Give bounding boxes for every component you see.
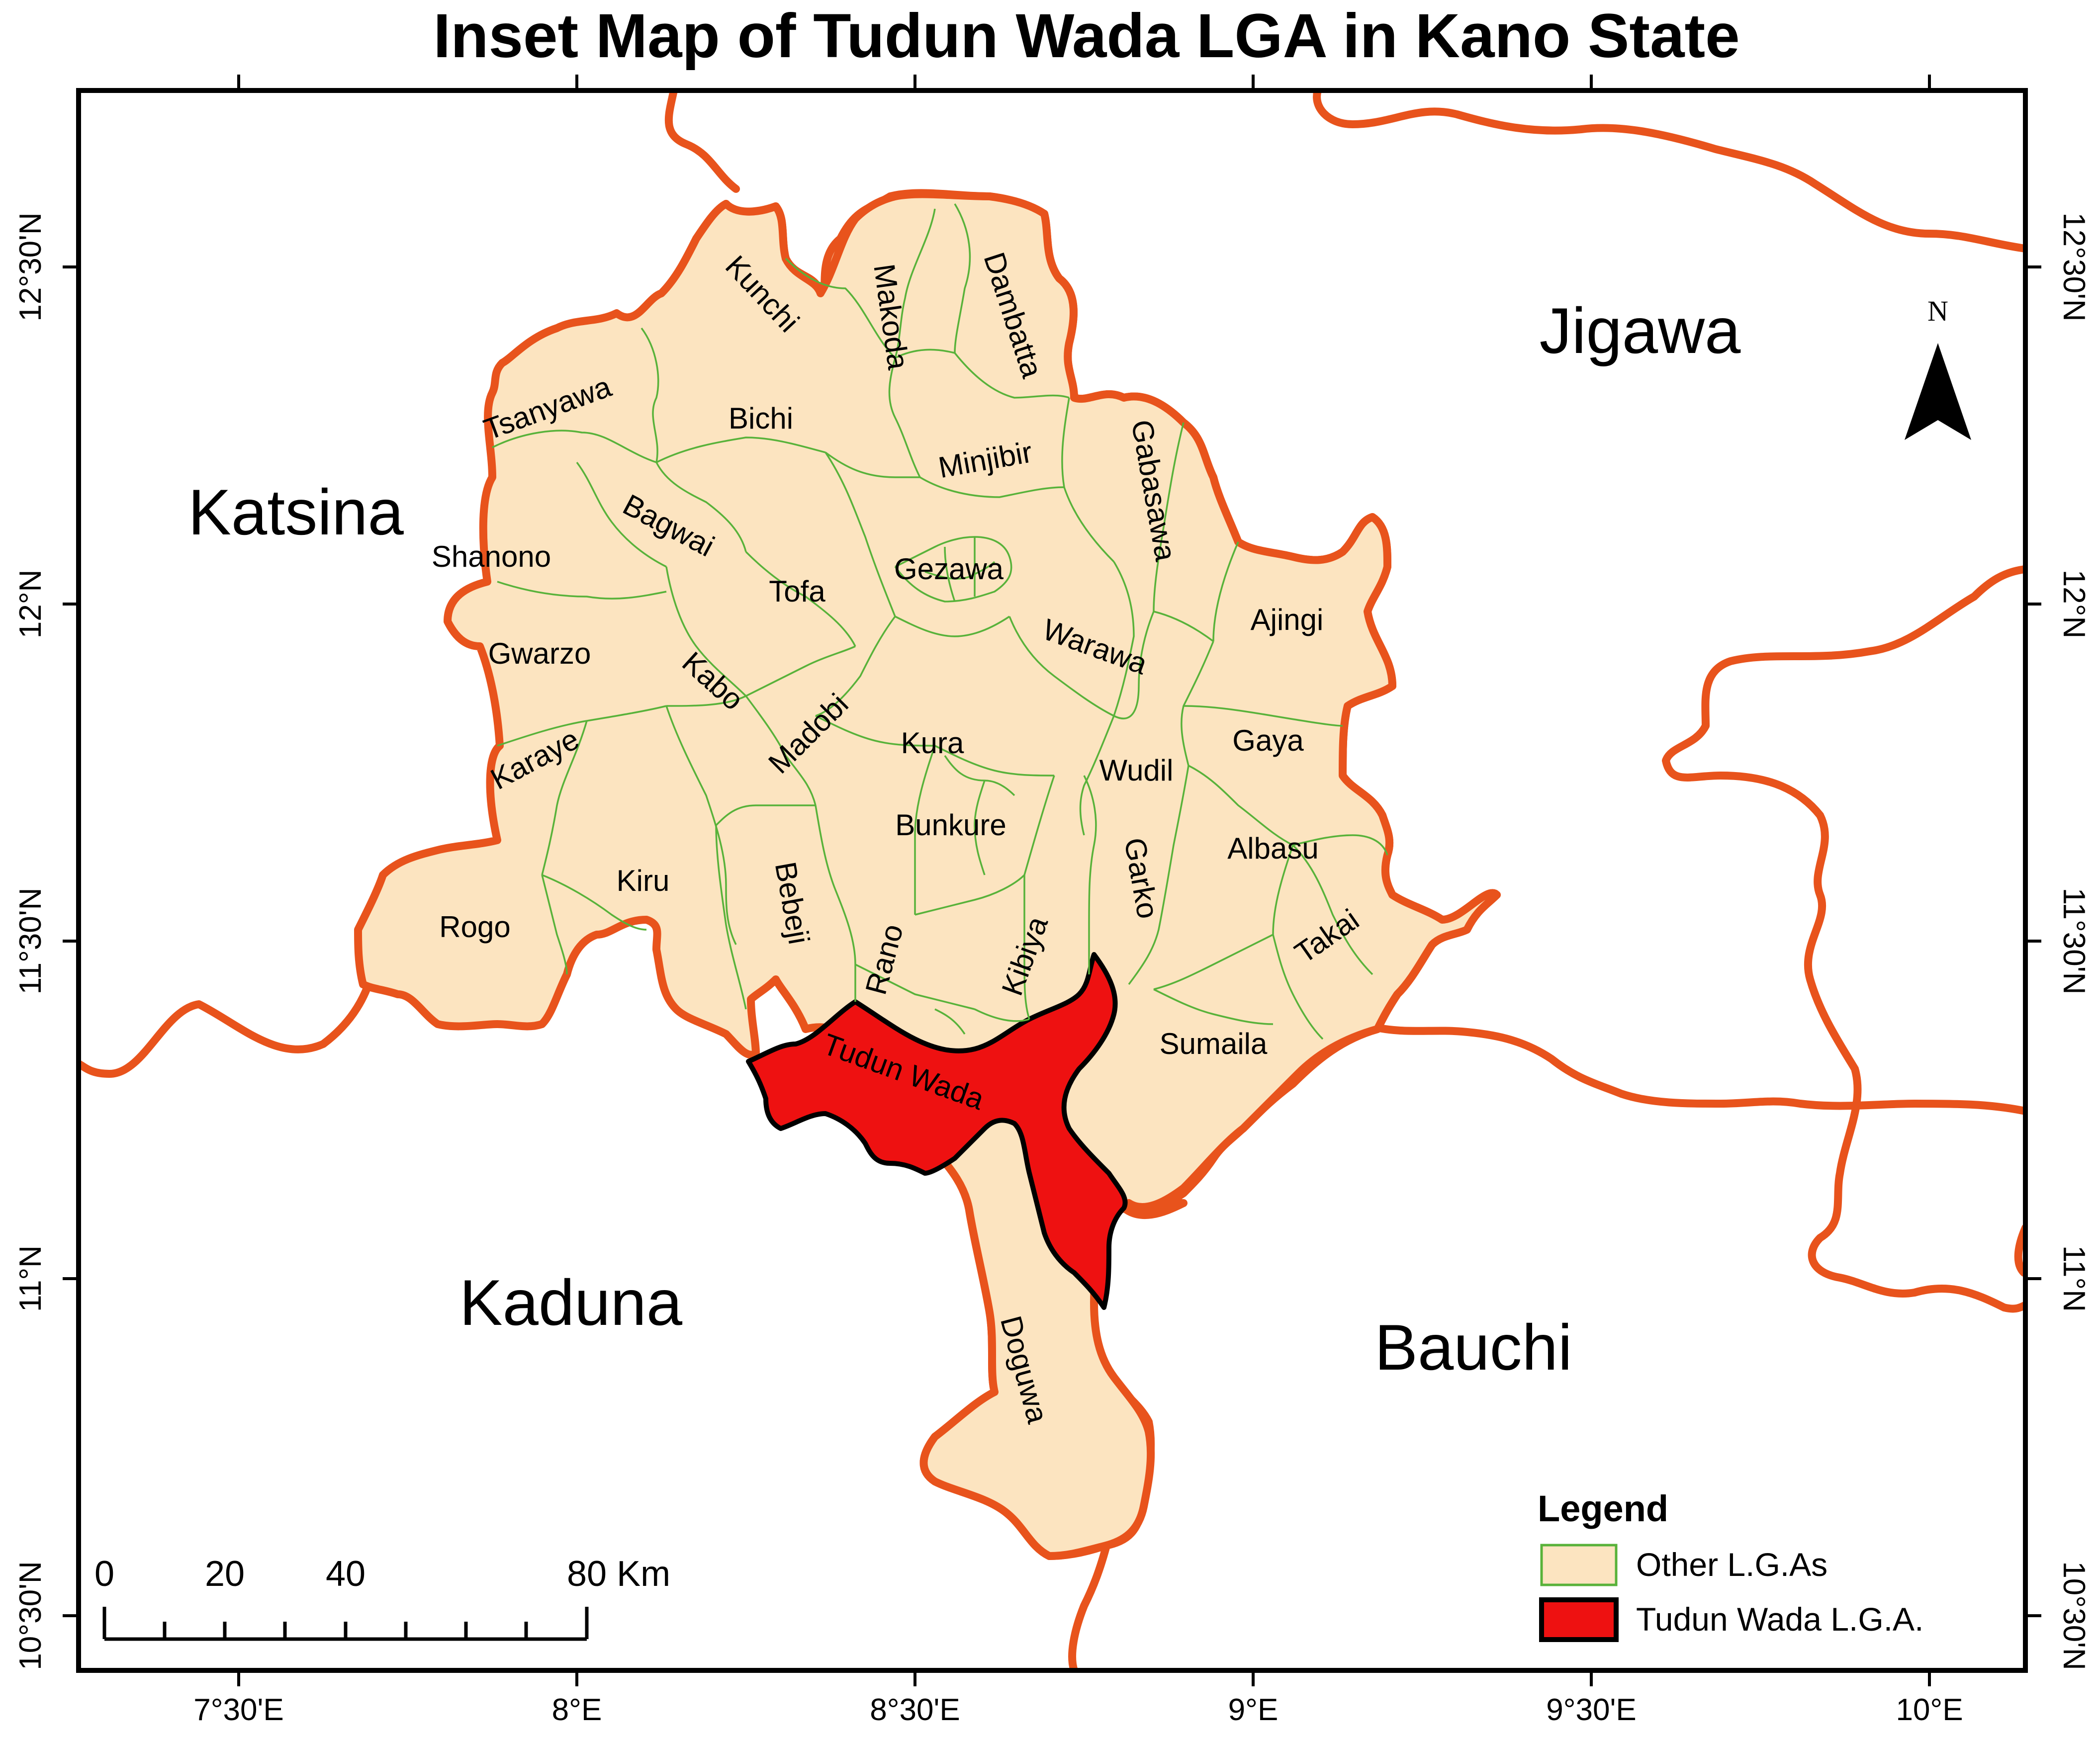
lat-tick-label: 12°N xyxy=(13,570,48,639)
state-label-jigawa: Jigawa xyxy=(1540,294,1741,367)
lga-label-kura: Kura xyxy=(901,726,964,760)
lga-label-shanono: Shanono xyxy=(432,540,551,573)
north-arrow-right-half xyxy=(1938,343,1971,440)
lat-tick-label: 10°30'N xyxy=(13,1561,48,1670)
lga-label-gwarzo: Gwarzo xyxy=(488,637,591,670)
bottom-tick-marks xyxy=(237,1670,1931,1686)
scale-label-80-km: 80 Km xyxy=(567,1554,670,1594)
left-tick-marks xyxy=(63,265,79,1617)
scale-bar: 0 20 40 80 Km xyxy=(94,1554,670,1641)
state-label-katsina: Katsina xyxy=(188,476,404,548)
top-tick-marks xyxy=(237,75,1931,90)
map-title: Inset Map of Tudun Wada LGA in Kano Stat… xyxy=(433,1,1739,71)
lga-boundaries xyxy=(492,203,1388,1040)
lga-label-albasu: Albasu xyxy=(1227,832,1318,865)
lga-label-gezawa: Gezawa xyxy=(894,552,1004,586)
legend-title: Legend xyxy=(1538,1488,1668,1529)
latitude-labels-left: 12°30'N 12°N 11°30'N 11°N 10°30'N xyxy=(13,212,48,1670)
lon-tick-label: 8°E xyxy=(552,1693,602,1727)
state-label-kaduna: Kaduna xyxy=(459,1266,683,1339)
latitude-labels-right: 12°30'N 12°N 11°30'N 11°N 10°30'N xyxy=(2057,212,2091,1670)
lat-tick-label: 12°30'N xyxy=(13,212,48,321)
legend-swatch-tudun-wada xyxy=(1539,1597,1619,1642)
lat-tick-label: 12°N xyxy=(2057,570,2091,639)
lon-tick-label: 8°30'E xyxy=(870,1693,960,1727)
lat-tick-label: 11°N xyxy=(13,1245,48,1312)
jigawa-katsina-top-border xyxy=(1313,90,2025,253)
jigawa-bauchi-border xyxy=(1662,565,2025,1313)
scale-label-20: 20 xyxy=(205,1554,245,1594)
lat-tick-label: 11°30'N xyxy=(13,888,48,995)
lga-label-wudil: Wudil xyxy=(1099,754,1174,787)
lat-tick-label: 11°N xyxy=(2057,1245,2091,1312)
lon-tick-label: 9°30'E xyxy=(1546,1693,1636,1727)
lga-label-ajingi: Ajingi xyxy=(1251,603,1324,636)
tudun-wada-area xyxy=(746,952,1128,1310)
lga-label-rogo: Rogo xyxy=(439,910,510,944)
north-arrow-label: N xyxy=(1927,295,1948,327)
lga-label-tofa: Tofa xyxy=(769,575,825,608)
lga-label-bunkure: Bunkure xyxy=(895,808,1006,842)
lga-label-bichi: Bichi xyxy=(729,402,793,435)
north-arrow-left-half xyxy=(1905,343,1938,440)
map-body xyxy=(79,90,2025,1670)
lon-tick-label: 7°30'E xyxy=(193,1693,283,1727)
kano-state-main-body xyxy=(354,190,1501,1560)
lga-label-gaya: Gaya xyxy=(1232,724,1304,757)
scale-bar-line xyxy=(102,1607,589,1641)
lon-tick-label: 9°E xyxy=(1228,1693,1278,1727)
scale-label-0: 0 xyxy=(94,1554,114,1594)
north-arrow: N xyxy=(1905,295,1971,440)
lga-label-sumaila: Sumaila xyxy=(1160,1027,1268,1060)
state-label-bauchi: Bauchi xyxy=(1374,1311,1572,1384)
map-frame xyxy=(76,88,2028,1673)
legend-label-other-lgas: Other L.G.As xyxy=(1636,1546,1827,1583)
kaduna-bauchi-south-border xyxy=(1068,1532,1113,1670)
lon-tick-label: 10°E xyxy=(1896,1693,1963,1727)
scale-label-40: 40 xyxy=(326,1554,365,1594)
legend-swatch-other-lgas xyxy=(1540,1544,1618,1586)
longitude-labels: 7°30'E 8°E 8°30'E 9°E 9°30'E 10°E xyxy=(193,1693,1963,1727)
legend-label-tudun-wada: Tudun Wada L.G.A. xyxy=(1636,1601,1923,1638)
kaduna-bauchi-east-border xyxy=(1369,1023,2025,1115)
state-labels: Katsina Jigawa Kaduna Bauchi xyxy=(188,294,1741,1384)
northern-border xyxy=(664,90,740,193)
lat-tick-label: 12°30'N xyxy=(2057,212,2091,321)
legend: Legend Other L.G.As Tudun Wada L.G.A. xyxy=(1538,1488,1923,1642)
lat-tick-label: 11°30'N xyxy=(2057,888,2091,995)
right-tick-marks xyxy=(2025,265,2041,1617)
lga-label-kiru: Kiru xyxy=(617,864,670,897)
lat-tick-label: 10°30'N xyxy=(2057,1561,2091,1670)
